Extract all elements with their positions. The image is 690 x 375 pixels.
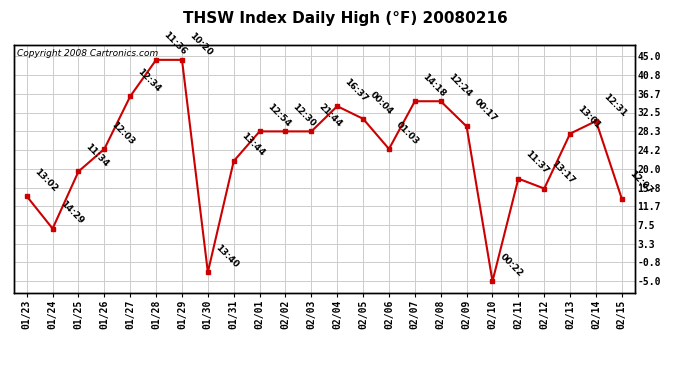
Text: 21:44: 21:44 — [317, 102, 344, 129]
Text: 12:30: 12:30 — [291, 102, 317, 129]
Text: 00:17: 00:17 — [472, 97, 499, 124]
Text: 13:40: 13:40 — [213, 243, 240, 270]
Text: 11:36: 11:36 — [161, 30, 188, 57]
Text: 13:17: 13:17 — [550, 159, 576, 186]
Text: 14:29: 14:29 — [58, 199, 85, 226]
Text: 13:44: 13:44 — [239, 132, 266, 158]
Text: 13:02: 13:02 — [32, 167, 59, 194]
Text: 12:24: 12:24 — [446, 72, 473, 99]
Text: 01:03: 01:03 — [395, 120, 421, 146]
Text: 00:04: 00:04 — [368, 90, 395, 116]
Text: 12:34: 12:34 — [136, 67, 162, 93]
Text: 14:18: 14:18 — [420, 72, 447, 99]
Text: 12:54: 12:54 — [265, 102, 292, 129]
Text: Copyright 2008 Cartronics.com: Copyright 2008 Cartronics.com — [17, 49, 158, 58]
Text: 12:07: 12:07 — [627, 170, 654, 196]
Text: 12:31: 12:31 — [602, 92, 628, 118]
Text: 00:22: 00:22 — [498, 252, 524, 279]
Text: 11:34: 11:34 — [84, 142, 110, 169]
Text: 16:37: 16:37 — [343, 77, 369, 104]
Text: 12:03: 12:03 — [110, 120, 137, 146]
Text: 13:01: 13:01 — [575, 104, 602, 131]
Text: THSW Index Daily High (°F) 20080216: THSW Index Daily High (°F) 20080216 — [183, 11, 507, 26]
Text: 11:37: 11:37 — [524, 149, 551, 176]
Text: 10:20: 10:20 — [188, 31, 214, 57]
